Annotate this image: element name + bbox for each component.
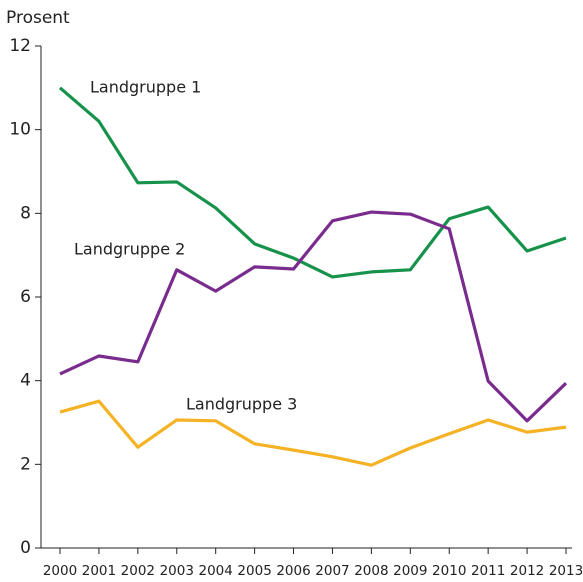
series-line <box>58 86 567 279</box>
x-tick-label: 2003 <box>160 563 194 579</box>
series-label: Landgruppe 3 <box>186 395 297 414</box>
y-tick-label: 12 <box>9 36 31 56</box>
x-tick-label: 2007 <box>315 563 349 579</box>
x-tick-label: 2012 <box>510 563 544 579</box>
x-tick-label: 2008 <box>354 563 388 579</box>
x-tick-label: 2010 <box>432 563 466 579</box>
x-tick-label: 2005 <box>237 563 271 579</box>
x-tick-label: 2006 <box>276 563 310 579</box>
y-tick-label: 6 <box>20 287 31 307</box>
y-tick-label: 8 <box>20 203 31 223</box>
x-tick-label: 2009 <box>393 563 427 579</box>
series-label: Landgruppe 1 <box>90 78 201 97</box>
y-tick-label: 4 <box>20 371 31 391</box>
x-tick-label: 2004 <box>199 563 233 579</box>
x-tick-label: 2013 <box>549 563 583 579</box>
x-tick-label: 2001 <box>82 563 116 579</box>
x-tick-label: 2011 <box>471 563 505 579</box>
series-line <box>59 210 568 423</box>
x-tick-label: 2002 <box>121 563 155 579</box>
series-label: Landgruppe 2 <box>74 240 185 259</box>
x-tick-label: 2000 <box>43 563 77 579</box>
y-tick-label: 10 <box>9 120 31 140</box>
y-tick-label: 2 <box>20 454 31 474</box>
y-tick-label: 0 <box>20 538 31 558</box>
series-line <box>59 399 567 467</box>
y-axis-label: Prosent <box>6 8 70 28</box>
